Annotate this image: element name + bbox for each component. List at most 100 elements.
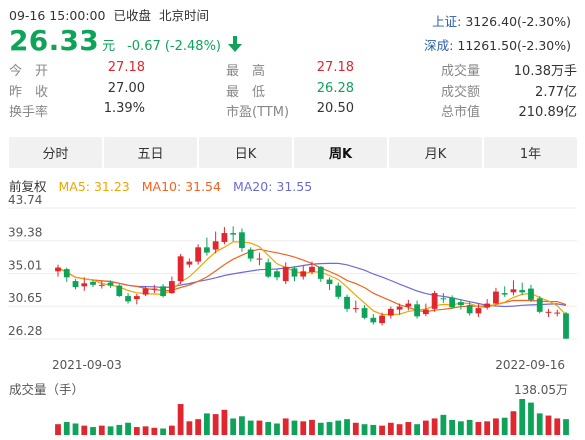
volume-bar	[440, 414, 447, 435]
index-sh[interactable]: 上证: 3126.40(-2.30%)	[432, 14, 571, 29]
volume-bar	[344, 419, 350, 435]
volume-bar	[387, 422, 394, 435]
adjust-mode[interactable]: 前复权	[9, 179, 47, 194]
candle-body	[528, 288, 534, 300]
tab-one-year[interactable]: 1年	[484, 137, 577, 168]
candle-body	[519, 290, 526, 293]
candle-body	[133, 296, 140, 300]
candle-body	[72, 281, 79, 288]
high-label: 最 高	[226, 64, 266, 79]
volume-bar	[160, 428, 166, 435]
volume-value: 10.38万手	[513, 64, 577, 79]
candle-body	[160, 286, 166, 297]
candle-body	[536, 298, 543, 312]
period-tabs: 分时 五日 日K 周K 月K 1年	[9, 137, 577, 168]
volume-bar	[396, 424, 403, 435]
candle-body	[458, 302, 464, 306]
market-status: 已收盘	[113, 8, 151, 23]
volume-bar	[72, 423, 79, 435]
candle-body	[422, 309, 429, 315]
ma-legend: 前复权 MA5: 31.23 MA10: 31.54 MA20: 31.55	[9, 176, 320, 195]
market-time: 09-16 15:00:00 已收盘 北京时间	[9, 5, 217, 24]
kline-svg[interactable]: 43.74 39.38 35.01 30.65 26.28 2021-09-03 2022-…	[0, 193, 585, 440]
turnover-value: 1.39%	[103, 101, 145, 116]
candle-body	[361, 308, 368, 318]
volume-bar	[265, 422, 272, 435]
tab-five-day[interactable]: 五日	[104, 137, 197, 168]
amount-value: 2.77亿	[535, 84, 577, 100]
candle-body	[501, 293, 508, 295]
candle-body	[282, 266, 289, 282]
candle-body	[309, 266, 315, 273]
date-time: 09-16 15:00:00	[9, 8, 106, 23]
index-sz[interactable]: 深成: 11261.50(-2.30%)	[424, 38, 571, 53]
volume-bar	[501, 417, 508, 435]
ma10-line	[57, 248, 567, 313]
candle-body	[142, 288, 149, 295]
candle-body	[265, 262, 272, 277]
volume-bar	[142, 426, 149, 435]
y-tick-label: 43.74	[8, 195, 42, 207]
kline-chart[interactable]: 43.74 39.38 35.01 30.65 26.28 2021-09-03 2022-…	[0, 193, 585, 440]
volume-bar	[204, 413, 210, 435]
volume-bar	[116, 424, 123, 435]
price-change: -0.67 (-2.48%)	[127, 39, 221, 54]
volume-label: 成交量	[441, 64, 481, 79]
volume-bar	[212, 414, 219, 435]
volume-label: 成交量（手）	[9, 382, 84, 397]
tab-daily-k[interactable]: 日K	[199, 137, 292, 168]
tab-weekly-k[interactable]: 周K	[294, 137, 387, 168]
candle-body	[344, 296, 350, 309]
volume-bar	[414, 424, 420, 435]
y-tick-label: 26.28	[8, 324, 42, 338]
candle-body	[300, 271, 307, 277]
ma5-value: MA5: 31.23	[58, 179, 130, 194]
tab-monthly-k[interactable]: 月K	[389, 137, 482, 168]
volume-bar	[247, 420, 254, 435]
volume-bar	[195, 419, 202, 435]
volume-bar	[63, 422, 70, 435]
volume-bar	[55, 424, 61, 435]
candle-body	[475, 308, 482, 314]
volume-bar	[107, 426, 114, 435]
candle-body	[545, 311, 552, 313]
volume-bar	[230, 418, 237, 435]
candle-body	[212, 241, 219, 250]
volume-bar	[458, 421, 464, 435]
volume-bar	[352, 422, 359, 435]
volume-bar	[317, 422, 324, 435]
volume-bar	[168, 425, 175, 435]
volume-bar	[431, 418, 438, 435]
candle-body	[335, 285, 342, 297]
candle-body	[563, 313, 569, 339]
candle-body	[256, 258, 263, 260]
candle-body	[125, 296, 131, 302]
price-row: 26.33 元 -0.67 (-2.48%)	[9, 24, 242, 58]
tab-intraday[interactable]: 分时	[9, 137, 102, 168]
y-tick-label: 35.01	[8, 259, 42, 273]
volume-bar	[291, 420, 298, 435]
timezone-label: 北京时间	[158, 8, 209, 23]
market-cap-label: 总市值	[441, 105, 481, 120]
candle-body	[230, 233, 237, 235]
volume-bar	[335, 420, 342, 435]
prev-close-value: 27.00	[107, 80, 145, 96]
volume-bar	[177, 404, 184, 435]
volume-bar	[256, 420, 263, 435]
candle-body	[247, 249, 254, 259]
candle-body	[449, 297, 456, 308]
market-cap-value: 210.89亿	[518, 105, 578, 120]
ma10-value: MA10: 31.54	[141, 179, 221, 194]
open-label: 今 开	[9, 64, 49, 79]
current-price: 26.33	[9, 24, 100, 57]
volume-bar	[422, 420, 429, 435]
volume-bar	[239, 416, 245, 435]
volume-bar	[554, 418, 561, 435]
volume-bar	[309, 419, 315, 435]
candle-body	[414, 304, 420, 317]
candle-body	[195, 247, 202, 262]
candle-body	[554, 312, 561, 314]
high-value: 27.18	[316, 60, 354, 75]
candle-body	[239, 232, 245, 249]
prev-close-label: 昨 收	[9, 84, 49, 100]
